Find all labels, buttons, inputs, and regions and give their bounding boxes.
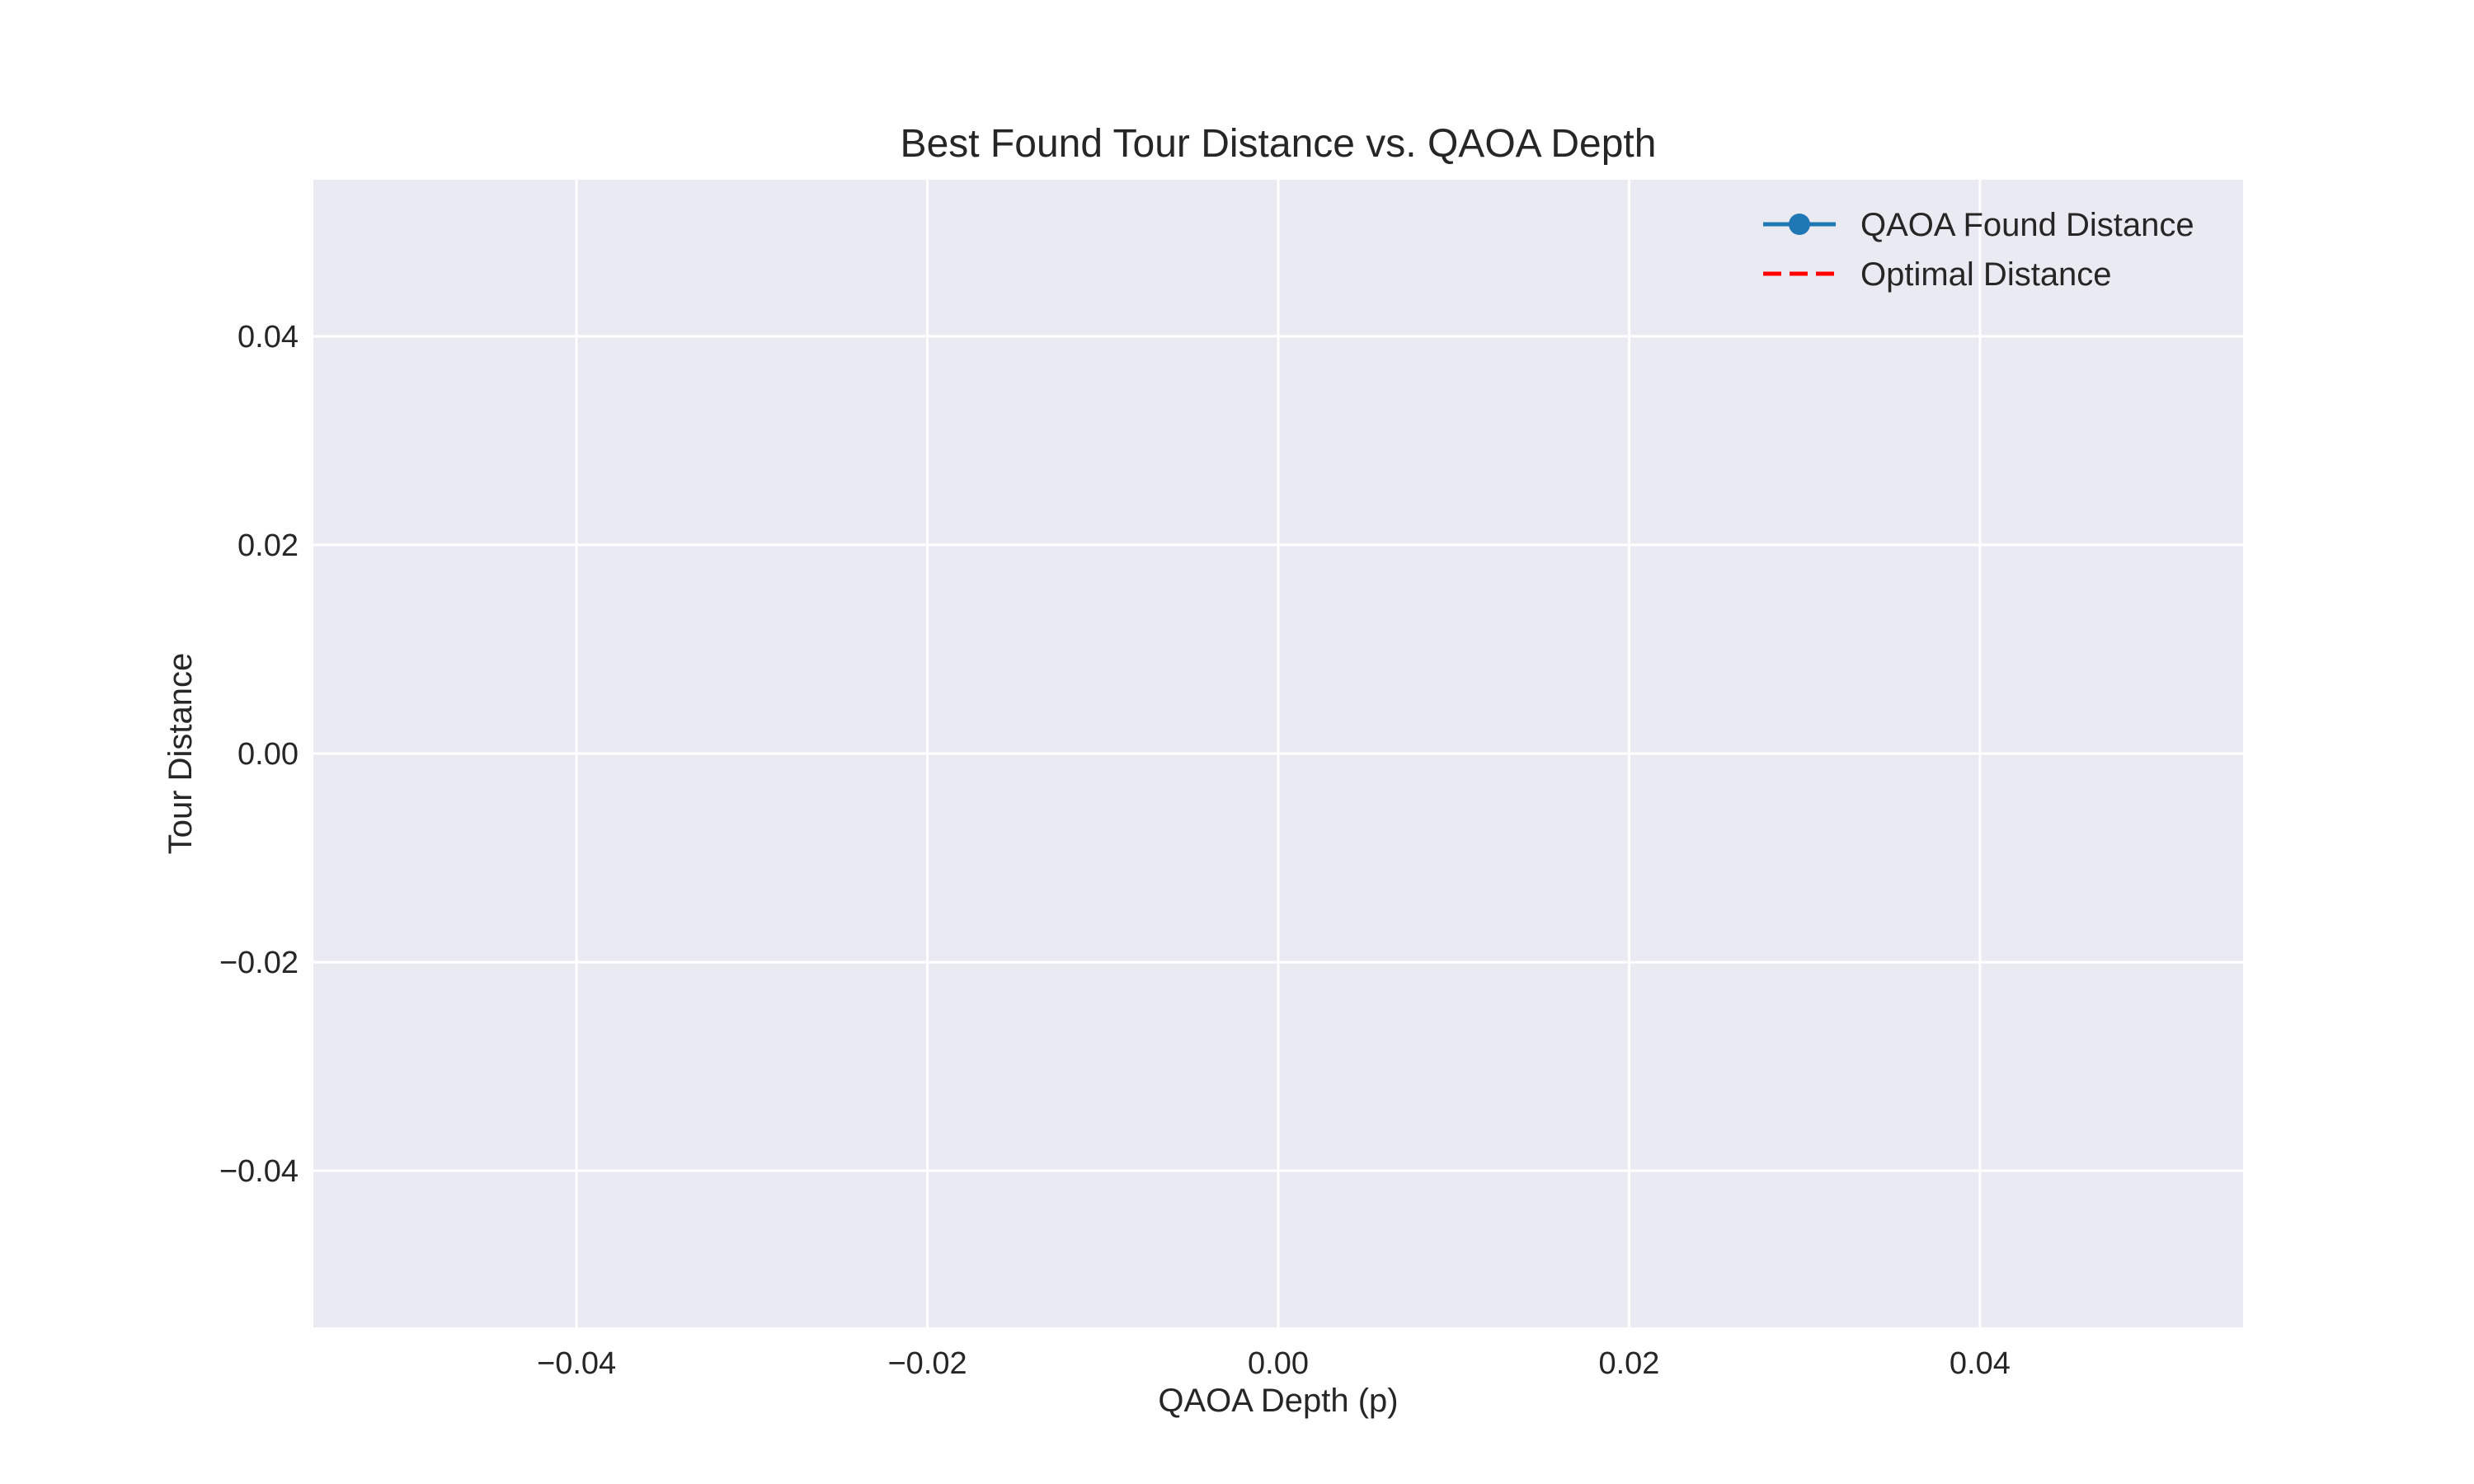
legend-optimal-label: Optimal Distance [1860, 256, 2112, 293]
legend-qaoa-label: QAOA Found Distance [1860, 207, 2194, 243]
x-tick-label: 0.04 [1950, 1346, 2011, 1381]
legend-qaoa-marker [1789, 214, 1810, 235]
x-tick-label: 0.02 [1598, 1346, 1659, 1381]
y-tick-label: 0.00 [238, 737, 299, 772]
y-gridlines [313, 335, 2243, 1172]
y-tick-label: 0.02 [238, 528, 299, 563]
y-tick-label: −0.02 [219, 946, 299, 980]
legend: QAOA Found Distance Optimal Distance [1763, 207, 2194, 293]
y-axis-label: Tour Distance [162, 653, 199, 855]
x-tick-label: −0.04 [537, 1346, 616, 1381]
y-tick-labels: −0.04 −0.02 0.00 0.02 0.04 [219, 320, 299, 1189]
x-axis-label: QAOA Depth (p) [1158, 1383, 1398, 1419]
y-tick-label: 0.04 [238, 320, 299, 355]
chart-title: Best Found Tour Distance vs. QAOA Depth [901, 122, 1657, 166]
x-tick-label: −0.02 [887, 1346, 967, 1381]
x-tick-label: 0.00 [1248, 1346, 1309, 1381]
x-tick-labels: −0.04 −0.02 0.00 0.02 0.04 [537, 1346, 2011, 1381]
y-tick-label: −0.04 [219, 1154, 299, 1189]
